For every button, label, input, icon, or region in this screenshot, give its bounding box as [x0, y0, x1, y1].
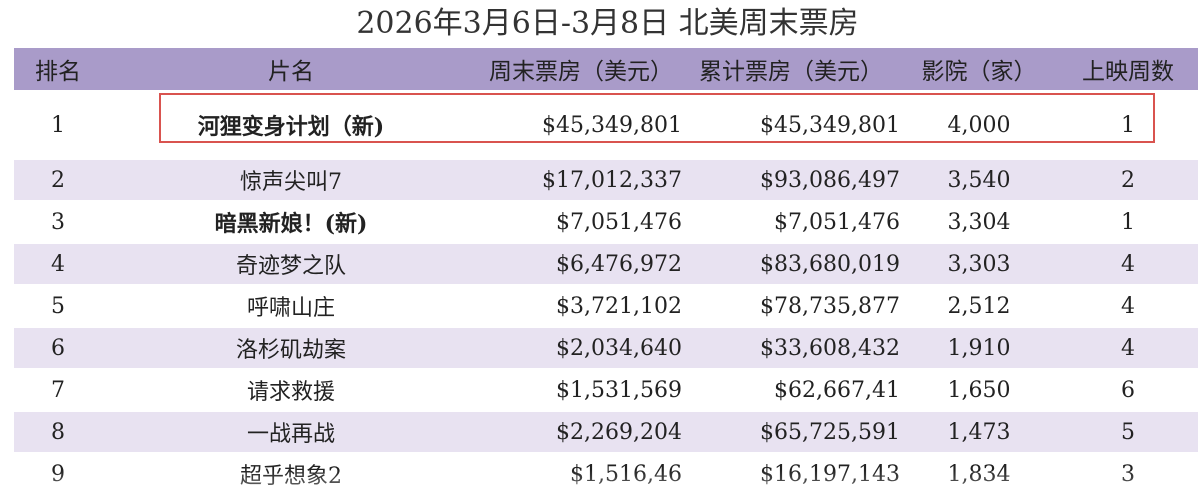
header-theaters: 影院（家）: [900, 48, 1058, 91]
cell-theaters: 3,540: [900, 159, 1058, 201]
cell-weekend-gross: $2,034,640: [480, 327, 682, 369]
box-office-table: 排名 片名 周末票房（美元） 累计票房（美元） 影院（家） 上映周数 1 河狸变…: [14, 48, 1198, 490]
cell-film: 请求救援: [102, 369, 480, 411]
cell-film: 惊声尖叫7: [102, 159, 480, 201]
header-rank: 排名: [14, 48, 102, 91]
table-row: 7 请求救援 $1,531,569 $62,667,41 1,650 6: [14, 369, 1198, 411]
cell-film: 一战再战: [102, 411, 480, 453]
cell-weeks: 1: [1058, 201, 1198, 243]
cell-total-gross: $7,051,476: [682, 201, 900, 243]
table-row: 3 暗黑新娘！(新) $7,051,476 $7,051,476 3,304 1: [14, 201, 1198, 243]
cell-weekend-gross: $2,269,204: [480, 411, 682, 453]
header-weeks: 上映周数: [1058, 48, 1198, 91]
cell-theaters: 3,303: [900, 243, 1058, 285]
cell-weeks: 4: [1058, 285, 1198, 327]
cell-weeks: 4: [1058, 243, 1198, 285]
cell-theaters: 2,512: [900, 285, 1058, 327]
table-body: 1 河狸变身计划（新) $45,349,801 $45,349,801 4,00…: [14, 91, 1198, 490]
cell-weekend-gross: $7,051,476: [480, 201, 682, 243]
header-row: 排名 片名 周末票房（美元） 累计票房（美元） 影院（家） 上映周数: [14, 48, 1198, 91]
cell-total-gross: $78,735,877: [682, 285, 900, 327]
cell-rank: 9: [14, 453, 102, 490]
cell-weekend-gross: $3,721,102: [480, 285, 682, 327]
cell-weeks: 4: [1058, 327, 1198, 369]
cell-weeks: 5: [1058, 411, 1198, 453]
cell-film: 暗黑新娘！(新): [102, 201, 480, 243]
table-row: 6 洛杉矶劫案 $2,034,640 $33,608,432 1,910 4: [14, 327, 1198, 369]
table-row: 9 超乎想象2 $1,516,46 $16,197,143 1,834 3: [14, 453, 1198, 490]
cell-theaters: 3,304: [900, 201, 1058, 243]
header-film: 片名: [102, 48, 480, 91]
cell-theaters: 1,834: [900, 453, 1058, 490]
cell-film: 奇迹梦之队: [102, 243, 480, 285]
cell-total-gross: $83,680,019: [682, 243, 900, 285]
cell-weeks: 1: [1058, 91, 1198, 159]
cell-rank: 7: [14, 369, 102, 411]
cell-weeks: 6: [1058, 369, 1198, 411]
cell-total-gross: $62,667,41: [682, 369, 900, 411]
cell-rank: 1: [14, 91, 102, 159]
cell-theaters: 4,000: [900, 91, 1058, 159]
cell-weekend-gross: $1,531,569: [480, 369, 682, 411]
table-row: 1 河狸变身计划（新) $45,349,801 $45,349,801 4,00…: [14, 91, 1198, 159]
table-row: 8 一战再战 $2,269,204 $65,725,591 1,473 5: [14, 411, 1198, 453]
cell-rank: 2: [14, 159, 102, 201]
table-row: 5 呼啸山庄 $3,721,102 $78,735,877 2,512 4: [14, 285, 1198, 327]
cell-total-gross: $65,725,591: [682, 411, 900, 453]
table-row: 2 惊声尖叫7 $17,012,337 $93,086,497 3,540 2: [14, 159, 1198, 201]
cell-weeks: 2: [1058, 159, 1198, 201]
cell-theaters: 1,650: [900, 369, 1058, 411]
cell-film: 超乎想象2: [102, 453, 480, 490]
header-total-gross: 累计票房（美元）: [682, 48, 900, 91]
cell-weekend-gross: $6,476,972: [480, 243, 682, 285]
cell-total-gross: $93,086,497: [682, 159, 900, 201]
cell-rank: 6: [14, 327, 102, 369]
cell-theaters: 1,910: [900, 327, 1058, 369]
cell-theaters: 1,473: [900, 411, 1058, 453]
cell-film: 洛杉矶劫案: [102, 327, 480, 369]
cell-film: 呼啸山庄: [102, 285, 480, 327]
cell-rank: 5: [14, 285, 102, 327]
table-header: 排名 片名 周末票房（美元） 累计票房（美元） 影院（家） 上映周数: [14, 48, 1198, 91]
header-weekend-gross: 周末票房（美元）: [480, 48, 682, 91]
cell-weekend-gross: $45,349,801: [480, 91, 682, 159]
cell-total-gross: $45,349,801: [682, 91, 900, 159]
cell-film: 河狸变身计划（新): [102, 91, 480, 159]
cell-weekend-gross: $1,516,46: [480, 453, 682, 490]
cell-rank: 4: [14, 243, 102, 285]
cell-weeks: 3: [1058, 453, 1198, 490]
cell-total-gross: $16,197,143: [682, 453, 900, 490]
table-row: 4 奇迹梦之队 $6,476,972 $83,680,019 3,303 4: [14, 243, 1198, 285]
cell-rank: 3: [14, 201, 102, 243]
cell-total-gross: $33,608,432: [682, 327, 900, 369]
cell-weekend-gross: $17,012,337: [480, 159, 682, 201]
page-title: 2026年3月6日-3月8日 北美周末票房: [356, 6, 859, 41]
cell-rank: 8: [14, 411, 102, 453]
